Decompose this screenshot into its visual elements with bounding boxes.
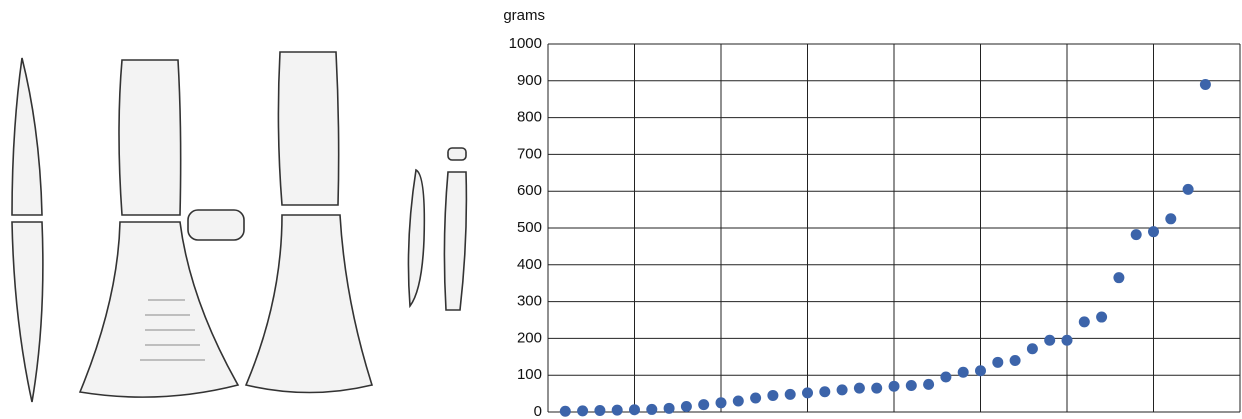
figure: grams 0 100 200 300 400 500 600 700 800 900 1000 — [0, 0, 1242, 419]
data-point — [802, 387, 813, 398]
data-point — [1062, 335, 1073, 346]
data-point — [958, 367, 969, 378]
data-point — [1079, 316, 1090, 327]
data-point — [871, 383, 882, 394]
data-point — [940, 372, 951, 383]
axe-blade — [246, 215, 372, 393]
cross-section — [188, 210, 244, 240]
data-point — [1096, 312, 1107, 323]
data-point — [594, 405, 605, 416]
chisel-section — [448, 148, 466, 160]
data-point — [733, 395, 744, 406]
y-tick-label: 300 — [517, 293, 542, 310]
data-point — [906, 380, 917, 391]
y-tick-label: 900 — [517, 72, 542, 89]
data-point — [560, 406, 571, 417]
y-tick-label: 400 — [517, 256, 542, 273]
axe-butt — [119, 60, 181, 215]
data-point — [1044, 335, 1055, 346]
data-point — [1183, 184, 1194, 195]
y-tick-label: 700 — [517, 145, 542, 162]
data-point — [698, 399, 709, 410]
data-point — [681, 401, 692, 412]
data-point — [889, 381, 900, 392]
chisel-side — [408, 170, 424, 306]
data-point — [854, 383, 865, 394]
data-point — [923, 379, 934, 390]
data-point — [1165, 213, 1176, 224]
data-point — [577, 405, 588, 416]
data-point — [1200, 79, 1211, 90]
artifact-drawings — [12, 52, 466, 402]
page: grams 01002003004005006007008009001000 (… — [0, 0, 1242, 419]
y-tick-label: 100 — [517, 366, 542, 383]
data-point — [785, 389, 796, 400]
chisel-face — [444, 172, 466, 310]
y-tick-label: 200 — [517, 329, 542, 346]
y-tick-label: 1000 — [509, 35, 542, 52]
data-point — [750, 393, 761, 404]
y-tick-label: 600 — [517, 182, 542, 199]
blade-side-bottom — [12, 222, 43, 402]
data-point — [1113, 272, 1124, 283]
data-point — [664, 403, 675, 414]
axe-butt — [278, 52, 338, 205]
data-point — [1010, 355, 1021, 366]
y-axis-label: grams — [503, 7, 545, 24]
data-point — [1027, 343, 1038, 354]
data-point — [612, 405, 623, 416]
data-point — [837, 384, 848, 395]
y-tick-label: 500 — [517, 219, 542, 236]
axe-blade — [80, 222, 238, 397]
data-point — [1131, 229, 1142, 240]
data-point — [992, 357, 1003, 368]
y-tick-label: 800 — [517, 109, 542, 126]
blade-side-top — [12, 58, 42, 215]
data-point — [767, 390, 778, 401]
data-point — [975, 365, 986, 376]
data-point — [629, 404, 640, 415]
y-tick-label: 0 — [534, 403, 542, 419]
data-point — [646, 404, 657, 415]
data-point — [1148, 226, 1159, 237]
data-point — [819, 386, 830, 397]
data-point — [716, 397, 727, 408]
